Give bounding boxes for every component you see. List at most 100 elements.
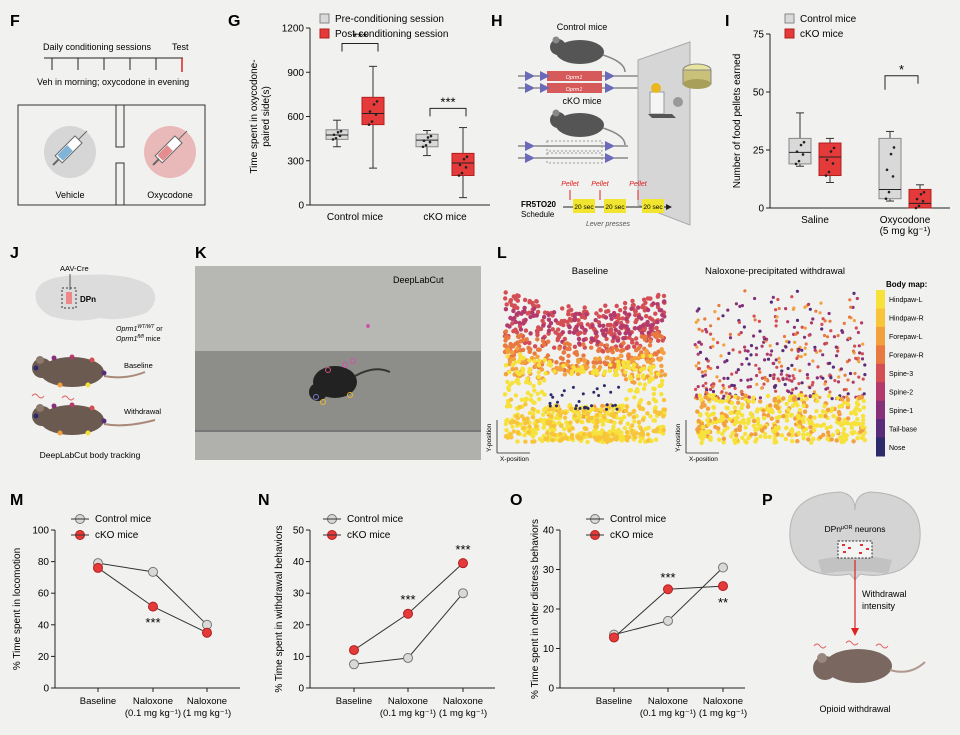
x-tick-label: Naloxone	[648, 696, 688, 707]
density-point	[526, 429, 532, 435]
density-point	[508, 315, 513, 321]
density-point	[525, 416, 530, 421]
density-point	[515, 439, 520, 444]
density-point	[511, 419, 516, 424]
density-point	[708, 435, 713, 440]
data-point	[375, 100, 379, 103]
density-point	[631, 362, 637, 367]
panel-letter: M	[10, 492, 23, 509]
density-point	[514, 312, 519, 317]
density-point	[787, 378, 792, 382]
density-point	[630, 338, 635, 343]
legend-label: Control mice	[347, 514, 404, 525]
colorbar-label: Forepaw-L	[889, 334, 923, 341]
vehicle-label: Vehicle	[55, 190, 84, 200]
mouse-icon	[550, 109, 626, 146]
density-point	[634, 431, 639, 436]
density-point	[801, 428, 806, 433]
density-point	[809, 440, 814, 445]
data-point	[403, 608, 413, 619]
mice-genotype-label: Oprm1fl/fl mice	[116, 334, 161, 343]
density-point	[602, 418, 607, 423]
density-point	[590, 406, 595, 412]
density-point	[603, 362, 608, 367]
data-point	[332, 133, 336, 137]
density-point	[814, 409, 819, 414]
density-point	[548, 401, 552, 405]
density-point	[831, 413, 836, 419]
density-point	[558, 355, 564, 361]
density-point	[758, 399, 763, 404]
density-point	[828, 319, 832, 323]
density-point	[597, 314, 602, 319]
density-point	[731, 348, 735, 352]
density-point	[535, 391, 540, 396]
density-point	[528, 393, 534, 398]
panel-letter: O	[510, 492, 522, 509]
density-point	[815, 423, 820, 428]
density-point	[862, 392, 866, 396]
density-point	[705, 406, 711, 411]
density-point	[700, 437, 705, 442]
density-point	[801, 432, 806, 437]
density-point	[800, 348, 804, 352]
density-point	[605, 407, 608, 411]
density-point	[789, 429, 795, 434]
data-point	[718, 581, 728, 592]
density-point	[645, 432, 651, 437]
density-point	[594, 407, 600, 412]
data-point	[460, 171, 464, 175]
density-point	[852, 291, 856, 295]
data-point	[458, 588, 468, 599]
density-point	[796, 349, 800, 353]
chart-i: 0 25 50 75 Number of food pellets earned Sali…	[732, 13, 950, 237]
density-point	[790, 379, 794, 383]
density-point	[705, 418, 710, 423]
density-point	[722, 423, 727, 428]
density-point	[632, 326, 638, 331]
density-point	[737, 332, 741, 337]
data-point	[331, 138, 335, 141]
density-point	[791, 388, 795, 392]
y-tick-label: 20	[543, 605, 555, 616]
density-point	[753, 318, 757, 322]
density-point	[718, 379, 722, 383]
density-point	[659, 308, 664, 313]
data-point	[609, 632, 619, 643]
significance-stars: ***	[440, 94, 455, 109]
density-point	[655, 319, 660, 325]
density-point	[749, 344, 754, 348]
density-point	[621, 336, 626, 341]
density-point	[770, 349, 774, 353]
density-point	[792, 395, 798, 400]
density-point	[825, 430, 831, 435]
density-point	[791, 374, 795, 378]
density-point	[657, 357, 662, 362]
density-point	[600, 328, 605, 333]
density-point	[591, 370, 596, 376]
data-point	[372, 103, 376, 106]
density-point	[811, 359, 815, 363]
density-point	[856, 330, 861, 335]
density-point	[749, 432, 754, 437]
density-point	[608, 419, 614, 424]
x-tick-label: Baseline	[80, 696, 116, 707]
density-point	[642, 382, 648, 387]
density-point	[701, 384, 705, 388]
legend-label: cKO mice	[610, 530, 654, 541]
density-point	[620, 403, 625, 408]
density-point	[614, 437, 619, 442]
density-point	[776, 395, 781, 400]
density-point	[659, 347, 664, 352]
density-point	[659, 334, 665, 340]
density-point	[694, 320, 698, 324]
density-point	[752, 334, 756, 338]
legend-swatch	[319, 13, 330, 24]
density-point	[604, 336, 609, 342]
density-point	[574, 328, 579, 333]
density-point	[552, 423, 557, 429]
panel-letter: L	[497, 245, 507, 262]
density-point	[555, 336, 561, 341]
density-point	[545, 410, 551, 415]
density-point	[561, 350, 566, 355]
